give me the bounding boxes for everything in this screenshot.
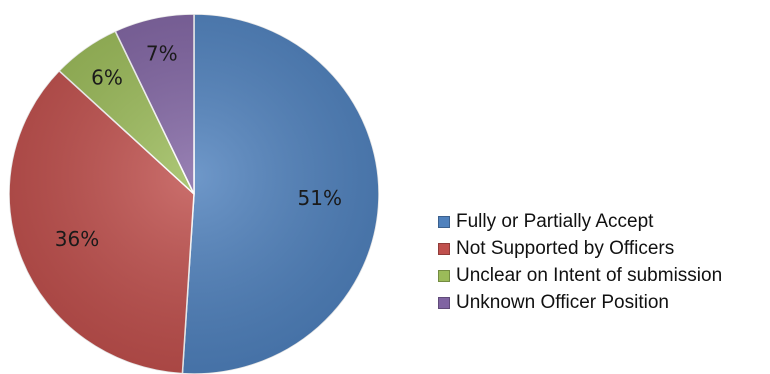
- legend-label: Fully or Partially Accept: [456, 210, 654, 232]
- legend-swatch: [438, 296, 450, 309]
- legend-swatch: [438, 215, 450, 228]
- slice-data-label: 36%: [55, 227, 99, 251]
- legend-swatch: [438, 242, 450, 255]
- pie-slice-fully-or-partially-accept: [181, 13, 380, 374]
- legend-label: Unclear on Intent of submission: [456, 264, 723, 286]
- legend: Fully or Partially Accept Not Supported …: [438, 208, 722, 316]
- slice-data-label: 6%: [91, 66, 123, 90]
- legend-label: Unknown Officer Position: [456, 291, 669, 313]
- legend-label: Not Supported by Officers: [456, 237, 675, 259]
- legend-swatch: [438, 269, 450, 282]
- slice-data-label: 7%: [146, 41, 178, 65]
- legend-item-not-supported-by-officers: Not Supported by Officers: [438, 235, 722, 262]
- legend-item-unclear-on-intent: Unclear on Intent of submission: [438, 262, 722, 289]
- legend-item-unknown-officer-position: Unknown Officer Position: [438, 289, 722, 316]
- legend-item-fully-or-partially-accept: Fully or Partially Accept: [438, 208, 722, 235]
- slice-data-label: 51%: [298, 186, 342, 210]
